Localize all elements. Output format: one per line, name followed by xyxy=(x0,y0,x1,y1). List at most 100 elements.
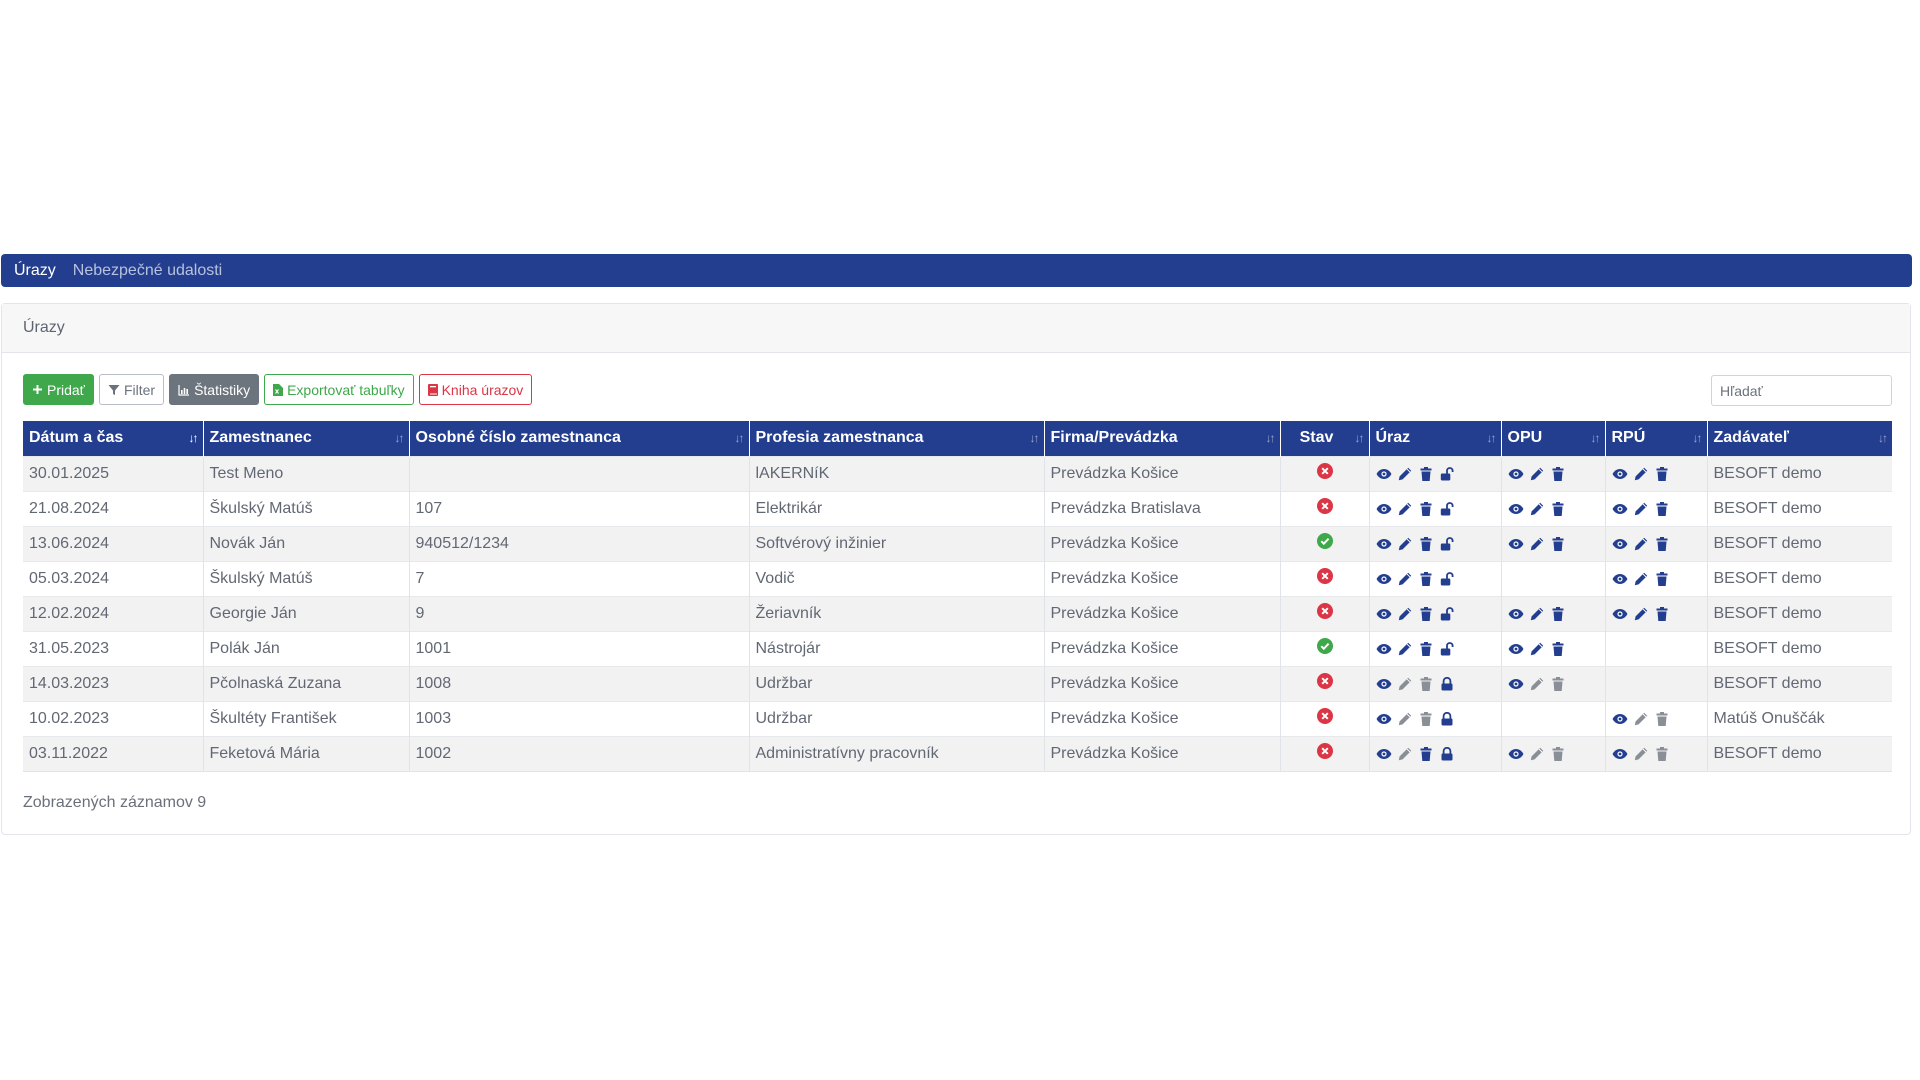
trash-icon[interactable] xyxy=(1418,746,1434,762)
unlock-icon[interactable] xyxy=(1439,536,1455,552)
table-row[interactable]: 10.02.2023 Škultéty František 1003 Udržbar P… xyxy=(23,700,1892,736)
pencil-icon[interactable] xyxy=(1529,501,1545,517)
pencil-icon[interactable] xyxy=(1397,571,1413,587)
eye-icon[interactable] xyxy=(1612,746,1628,762)
pencil-icon[interactable] xyxy=(1529,606,1545,622)
trash-icon[interactable] xyxy=(1654,536,1670,552)
eye-icon[interactable] xyxy=(1376,746,1392,762)
trash-icon[interactable] xyxy=(1418,676,1434,692)
eye-icon[interactable] xyxy=(1508,606,1524,622)
pencil-icon[interactable] xyxy=(1529,536,1545,552)
pencil-icon[interactable] xyxy=(1397,466,1413,482)
column-header-uraz[interactable]: Úraz ↓↑ xyxy=(1369,421,1502,456)
pencil-icon[interactable] xyxy=(1633,466,1649,482)
pencil-icon[interactable] xyxy=(1397,501,1413,517)
eye-icon[interactable] xyxy=(1508,641,1524,657)
table-row[interactable]: 13.06.2024 Novák Ján 940512/1234 Softvérový… xyxy=(23,525,1892,561)
pencil-icon[interactable] xyxy=(1633,746,1649,762)
pencil-icon[interactable] xyxy=(1397,641,1413,657)
pencil-icon[interactable] xyxy=(1633,571,1649,587)
column-header-author[interactable]: Zadávateľ ↓↑ xyxy=(1707,421,1892,456)
unlock-icon[interactable] xyxy=(1439,501,1455,517)
search-input[interactable] xyxy=(1711,375,1892,406)
column-header-profession[interactable]: Profesia zamestnanca ↓↑ xyxy=(749,421,1045,456)
trash-icon[interactable] xyxy=(1418,606,1434,622)
table-row[interactable]: 31.05.2023 Polák Ján 1001 Nástrojár Prevádzk… xyxy=(23,630,1892,666)
table-row[interactable]: 12.02.2024 Georgie Ján 9 Žeriavník Prevádzka… xyxy=(23,595,1892,631)
eye-icon[interactable] xyxy=(1376,641,1392,657)
eye-icon[interactable] xyxy=(1376,606,1392,622)
filter-button[interactable]: Filter xyxy=(98,374,165,405)
unlock-icon[interactable] xyxy=(1439,641,1455,657)
pencil-icon[interactable] xyxy=(1397,676,1413,692)
trash-icon[interactable] xyxy=(1550,466,1566,482)
eye-icon[interactable] xyxy=(1376,711,1392,727)
trash-icon[interactable] xyxy=(1654,606,1670,622)
column-header-rpu[interactable]: RPÚ ↓↑ xyxy=(1605,421,1708,456)
eye-icon[interactable] xyxy=(1376,571,1392,587)
eye-icon[interactable] xyxy=(1612,536,1628,552)
eye-icon[interactable] xyxy=(1508,501,1524,517)
trash-icon[interactable] xyxy=(1418,536,1434,552)
table-row[interactable]: 30.01.2025 Test Meno lAKERNíK Prevádzka Koš… xyxy=(23,455,1892,491)
eye-icon[interactable] xyxy=(1612,606,1628,622)
unlock-icon[interactable] xyxy=(1439,571,1455,587)
trash-icon[interactable] xyxy=(1654,571,1670,587)
column-header-status[interactable]: Stav ↓↑ xyxy=(1280,421,1370,456)
add-button[interactable]: Pridať xyxy=(23,374,94,405)
lock-icon[interactable] xyxy=(1439,711,1455,727)
trash-icon[interactable] xyxy=(1550,676,1566,692)
trash-icon[interactable] xyxy=(1550,536,1566,552)
pencil-icon[interactable] xyxy=(1529,676,1545,692)
pencil-icon[interactable] xyxy=(1397,536,1413,552)
eye-icon[interactable] xyxy=(1508,676,1524,692)
trash-icon[interactable] xyxy=(1654,501,1670,517)
nav-tab-nebezpecne-udalosti[interactable]: Nebezpečné udalosti xyxy=(72,261,223,279)
trash-icon[interactable] xyxy=(1418,466,1434,482)
lock-icon[interactable] xyxy=(1439,676,1455,692)
column-header-opu[interactable]: OPU ↓↑ xyxy=(1501,421,1606,456)
table-row[interactable]: 14.03.2023 Pčolnaská Zuzana 1008 Udržbar Pre… xyxy=(23,665,1892,701)
eye-icon[interactable] xyxy=(1376,466,1392,482)
eye-icon[interactable] xyxy=(1376,676,1392,692)
trash-icon[interactable] xyxy=(1418,641,1434,657)
column-header-employee[interactable]: Zamestnanec ↓↑ xyxy=(203,421,410,456)
unlock-icon[interactable] xyxy=(1439,606,1455,622)
eye-icon[interactable] xyxy=(1508,746,1524,762)
pencil-icon[interactable] xyxy=(1529,746,1545,762)
eye-icon[interactable] xyxy=(1612,711,1628,727)
eye-icon[interactable] xyxy=(1508,466,1524,482)
nav-tab-urazy[interactable]: Úrazy xyxy=(14,261,56,279)
trash-icon[interactable] xyxy=(1418,501,1434,517)
pencil-icon[interactable] xyxy=(1397,711,1413,727)
pencil-icon[interactable] xyxy=(1633,606,1649,622)
column-header-company[interactable]: Firma/Prevádzka ↓↑ xyxy=(1044,421,1281,456)
pencil-icon[interactable] xyxy=(1529,466,1545,482)
eye-icon[interactable] xyxy=(1508,536,1524,552)
trash-icon[interactable] xyxy=(1418,571,1434,587)
trash-icon[interactable] xyxy=(1550,746,1566,762)
export-button[interactable]: Exportovať tabuľky xyxy=(264,374,414,405)
trash-icon[interactable] xyxy=(1418,711,1434,727)
pencil-icon[interactable] xyxy=(1633,501,1649,517)
pencil-icon[interactable] xyxy=(1529,641,1545,657)
pencil-icon[interactable] xyxy=(1633,711,1649,727)
pencil-icon[interactable] xyxy=(1397,746,1413,762)
trash-icon[interactable] xyxy=(1654,711,1670,727)
statistics-button[interactable]: Štatistiky xyxy=(169,374,260,405)
eye-icon[interactable] xyxy=(1612,571,1628,587)
injury-book-button[interactable]: Kniha úrazov xyxy=(418,374,533,405)
pencil-icon[interactable] xyxy=(1397,606,1413,622)
column-header-date[interactable]: Dátum a čas ↓↑ xyxy=(23,421,204,456)
trash-icon[interactable] xyxy=(1550,641,1566,657)
table-row[interactable]: 21.08.2024 Škulský Matúš 107 Elektrikár Prev… xyxy=(23,490,1892,526)
eye-icon[interactable] xyxy=(1612,466,1628,482)
lock-icon[interactable] xyxy=(1439,746,1455,762)
trash-icon[interactable] xyxy=(1654,466,1670,482)
unlock-icon[interactable] xyxy=(1439,466,1455,482)
pencil-icon[interactable] xyxy=(1633,536,1649,552)
trash-icon[interactable] xyxy=(1550,606,1566,622)
trash-icon[interactable] xyxy=(1654,746,1670,762)
eye-icon[interactable] xyxy=(1612,501,1628,517)
table-row[interactable]: 03.11.2022 Feketová Mária 1002 Administratí… xyxy=(23,735,1892,772)
